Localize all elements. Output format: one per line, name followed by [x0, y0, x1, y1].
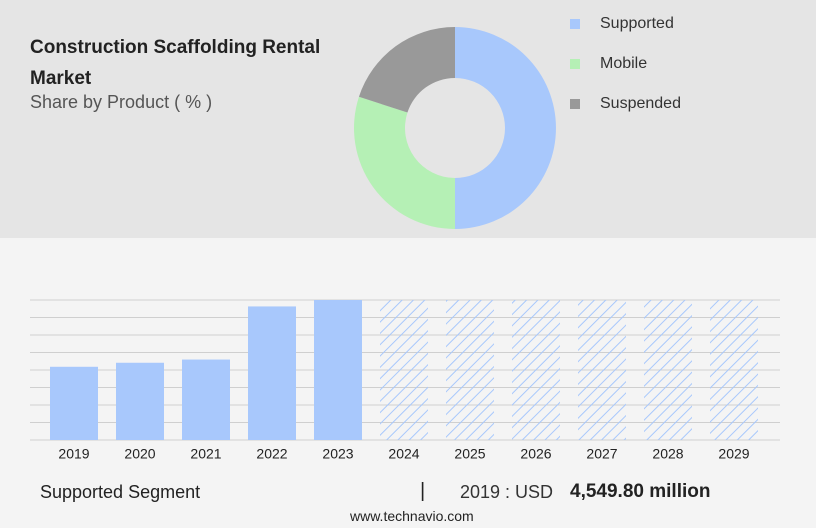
x-tick-label: 2023 — [322, 446, 353, 462]
segment-label: Supported Segment — [40, 482, 201, 502]
subtitle: Share by Product ( % ) — [30, 92, 213, 112]
x-tick-label: 2029 — [718, 446, 749, 462]
x-tick-label: 2025 — [454, 446, 485, 462]
forecast-bar — [644, 300, 692, 440]
bar — [182, 359, 230, 440]
x-tick-label: 2027 — [586, 446, 617, 462]
x-tick-label: 2020 — [124, 446, 155, 462]
forecast-bar — [446, 300, 494, 440]
legend-label: Supported — [600, 15, 674, 32]
bar — [314, 300, 362, 440]
title: Construction Scaffolding Rental Market — [30, 37, 321, 89]
bar — [116, 362, 164, 440]
x-tick-label: 2022 — [256, 446, 287, 462]
segment-value: 4,549.80 million — [570, 481, 711, 502]
legend-label: Mobile — [600, 55, 647, 72]
x-tick-label: 2021 — [190, 446, 221, 462]
source: www.technavio.com — [350, 508, 474, 524]
forecast-bar — [512, 300, 560, 440]
x-tick-label: 2024 — [388, 446, 419, 462]
x-tick-label: 2028 — [652, 446, 683, 462]
year-label: 2019 : USD — [460, 482, 554, 502]
forecast-bar — [710, 300, 758, 440]
donut-slice — [455, 27, 556, 229]
x-tick-label: 2019 — [58, 446, 89, 462]
forecast-bar — [380, 300, 428, 440]
separator: | — [420, 480, 426, 502]
donut-slice — [358, 27, 455, 113]
forecast-bar — [578, 300, 626, 440]
bar — [248, 306, 296, 440]
legend-swatch — [570, 59, 580, 69]
legend-swatch — [570, 19, 580, 29]
x-tick-label: 2026 — [520, 446, 551, 462]
legend-swatch — [570, 99, 580, 109]
bar — [50, 366, 98, 440]
legend-label: Suspended — [600, 95, 681, 112]
donut-slice — [353, 96, 455, 230]
